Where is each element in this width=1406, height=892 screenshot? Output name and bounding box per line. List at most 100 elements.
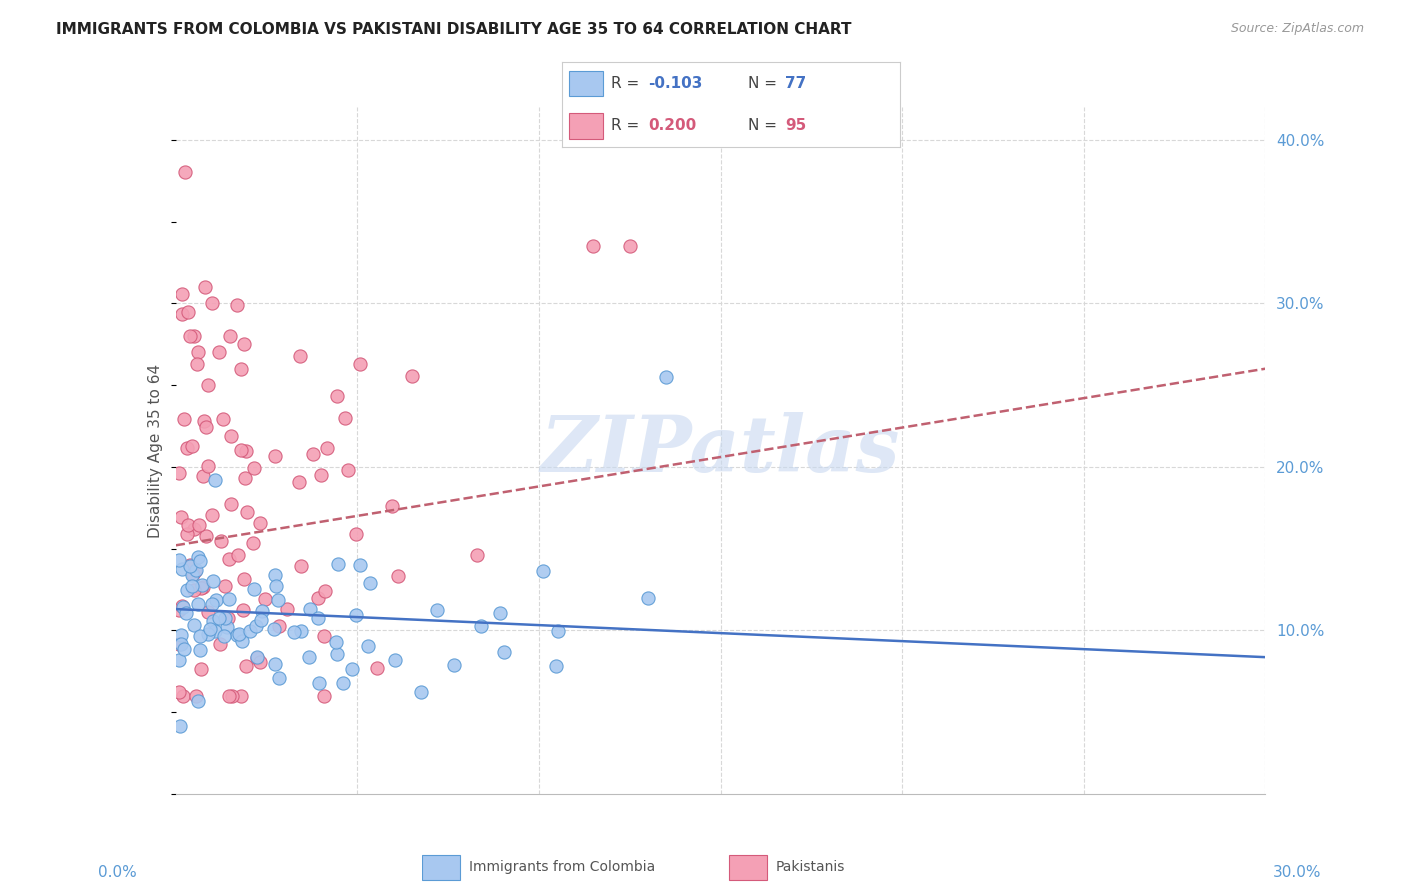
Point bbox=[315, 442, 337, 456]
Point bbox=[184, 564, 207, 578]
Point bbox=[194, 280, 217, 294]
Point bbox=[307, 591, 329, 606]
Point bbox=[233, 471, 256, 485]
Point bbox=[170, 637, 193, 651]
Text: IMMIGRANTS FROM COLOMBIA VS PAKISTANI DISABILITY AGE 35 TO 64 CORRELATION CHART: IMMIGRANTS FROM COLOMBIA VS PAKISTANI DI… bbox=[56, 22, 852, 37]
Point bbox=[328, 558, 350, 572]
Point bbox=[384, 653, 406, 667]
Point bbox=[211, 412, 233, 426]
Point bbox=[188, 643, 211, 657]
Point bbox=[246, 650, 269, 665]
Point bbox=[169, 719, 191, 733]
Point bbox=[174, 165, 197, 179]
Text: 95: 95 bbox=[785, 119, 807, 134]
Point bbox=[326, 389, 349, 403]
Point bbox=[235, 443, 257, 458]
Point bbox=[186, 345, 209, 359]
Point bbox=[194, 420, 217, 434]
Point bbox=[207, 611, 229, 625]
Point bbox=[169, 637, 191, 651]
Point bbox=[190, 581, 212, 595]
Point bbox=[214, 579, 236, 593]
Point bbox=[169, 685, 191, 699]
Point bbox=[191, 469, 214, 483]
Point bbox=[187, 597, 209, 611]
Point bbox=[342, 662, 364, 676]
Text: 0.200: 0.200 bbox=[648, 119, 697, 134]
Point bbox=[546, 659, 568, 673]
Point bbox=[219, 497, 242, 511]
Point bbox=[239, 624, 262, 639]
Point bbox=[229, 442, 252, 457]
Bar bbox=[569, 71, 603, 96]
Point bbox=[197, 627, 219, 641]
Point bbox=[245, 619, 267, 633]
Point bbox=[366, 661, 388, 675]
Point bbox=[225, 298, 247, 312]
Point bbox=[264, 657, 287, 671]
Point bbox=[190, 578, 212, 592]
Point bbox=[197, 605, 219, 619]
Point bbox=[218, 552, 240, 566]
Point bbox=[492, 645, 515, 659]
Point bbox=[357, 639, 380, 653]
Text: R =: R = bbox=[612, 76, 644, 91]
Point bbox=[184, 565, 207, 579]
Point bbox=[214, 611, 236, 625]
Point bbox=[308, 675, 330, 690]
Text: N =: N = bbox=[748, 76, 782, 91]
Text: 0.0%: 0.0% bbox=[98, 865, 138, 880]
Point bbox=[170, 628, 193, 642]
Point bbox=[204, 624, 226, 638]
Point bbox=[349, 558, 371, 573]
Point bbox=[183, 618, 205, 632]
Point bbox=[215, 620, 238, 634]
Point bbox=[582, 239, 605, 253]
Point bbox=[219, 429, 242, 443]
Point bbox=[298, 601, 321, 615]
Point bbox=[290, 624, 312, 639]
Text: ZIPatlas: ZIPatlas bbox=[541, 412, 900, 489]
Point bbox=[173, 411, 195, 425]
Point bbox=[212, 629, 235, 643]
Point bbox=[183, 566, 205, 581]
Text: Immigrants from Colombia: Immigrants from Colombia bbox=[470, 860, 655, 874]
Point bbox=[307, 611, 329, 625]
Point bbox=[204, 474, 226, 488]
Point bbox=[176, 527, 198, 541]
Point bbox=[547, 624, 569, 638]
Point bbox=[172, 562, 194, 576]
Text: -0.103: -0.103 bbox=[648, 76, 703, 91]
Point bbox=[187, 693, 209, 707]
Point bbox=[302, 447, 325, 461]
Point bbox=[172, 286, 194, 301]
Bar bbox=[728, 855, 768, 880]
Point bbox=[314, 689, 336, 703]
Point bbox=[179, 329, 201, 343]
Point bbox=[172, 599, 194, 613]
Point bbox=[231, 634, 253, 648]
Y-axis label: Disability Age 35 to 64: Disability Age 35 to 64 bbox=[148, 363, 163, 538]
Point bbox=[232, 572, 254, 586]
Point bbox=[236, 505, 259, 519]
Point bbox=[337, 462, 360, 476]
Point bbox=[359, 575, 381, 590]
Point bbox=[235, 658, 257, 673]
Point bbox=[172, 689, 194, 703]
Point bbox=[470, 619, 492, 633]
Point bbox=[290, 349, 312, 363]
Point bbox=[169, 603, 191, 617]
Point bbox=[411, 685, 433, 699]
Point bbox=[226, 548, 249, 562]
Point bbox=[465, 548, 488, 562]
Point bbox=[231, 689, 253, 703]
Point bbox=[488, 606, 510, 620]
Point bbox=[232, 602, 254, 616]
Text: Source: ZipAtlas.com: Source: ZipAtlas.com bbox=[1230, 22, 1364, 36]
Point bbox=[169, 653, 191, 667]
Point bbox=[290, 558, 312, 573]
Point bbox=[209, 533, 232, 548]
Point bbox=[298, 649, 321, 664]
Point bbox=[197, 378, 219, 392]
Point bbox=[172, 307, 194, 321]
